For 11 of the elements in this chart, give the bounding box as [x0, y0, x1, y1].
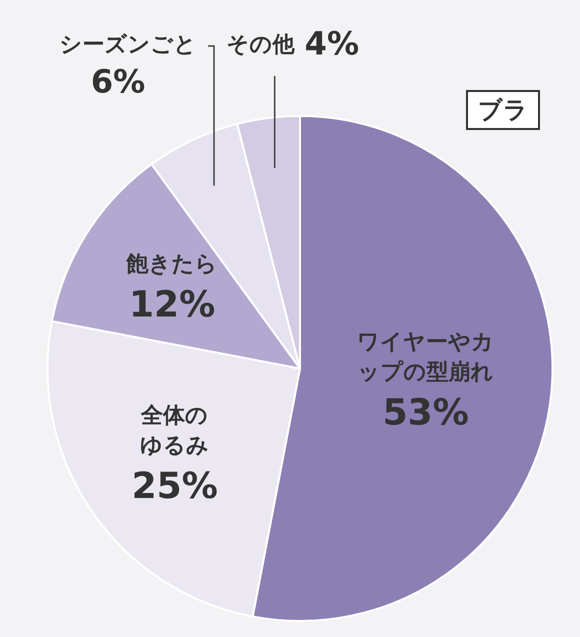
data-label: 25% — [132, 466, 218, 508]
data-label: 6% — [90, 62, 146, 100]
slice-label: 全体のゆるみ — [140, 403, 210, 458]
slice-label: 飽きたら — [126, 252, 218, 278]
data-label: 12% — [129, 284, 216, 326]
slice-label: その他 — [226, 32, 296, 58]
data-label: 4% — [304, 24, 360, 62]
data-label: 53% — [382, 392, 469, 434]
slice-label: ワイヤーやカップの型崩れ — [357, 330, 494, 386]
slice-label: シーズンごと — [59, 32, 196, 58]
text: ブラ — [466, 90, 540, 130]
